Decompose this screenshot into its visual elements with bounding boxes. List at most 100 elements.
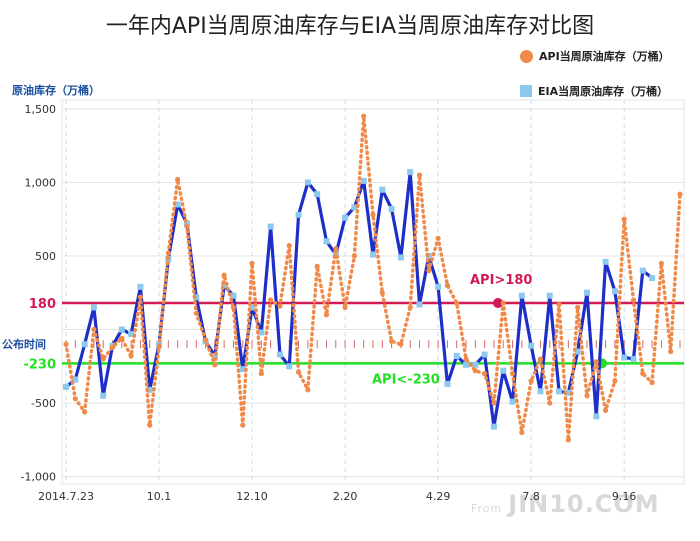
api-data-point: [156, 344, 162, 350]
eia-data-point: [295, 211, 302, 218]
api-data-point: [575, 304, 581, 311]
api-data-point: [137, 294, 144, 300]
api-data-point: [249, 260, 255, 266]
x-tick-label: 9.16: [612, 490, 637, 503]
watermark-prefix: From: [471, 502, 503, 515]
eia-data-point: [565, 389, 572, 396]
eia-data-point: [649, 275, 656, 282]
eia-data-point: [286, 363, 293, 370]
api-data-point: [547, 400, 553, 406]
api-data-point: [333, 245, 339, 252]
release-time-label: 公布时间: [2, 337, 46, 351]
api-data-point: [491, 400, 497, 406]
y-tick-label: -1,000: [21, 471, 56, 484]
eia-data-point: [211, 353, 218, 359]
api-data-point: [407, 304, 413, 311]
eia-data-point: [351, 204, 358, 211]
api-data-point: [454, 300, 460, 306]
api-data-point: [175, 176, 181, 183]
api-data-point: [370, 212, 376, 218]
legend-api[interactable]: API当周原油库存（万桶）: [520, 48, 670, 64]
api-data-point: [556, 301, 562, 308]
api-data-point: [426, 268, 432, 274]
api-data-point: [221, 272, 227, 278]
api-data-point: [193, 310, 199, 316]
y-tick-label: 1,000: [25, 176, 57, 189]
eia-data-point: [397, 254, 404, 261]
api-data-point: [230, 304, 237, 311]
api-data-point: [463, 356, 469, 362]
api-series-line: [64, 116, 682, 440]
api-data-point: [268, 297, 274, 303]
api-data-point: [677, 191, 683, 197]
api-data-point: [640, 371, 646, 377]
legend-eia-label: EIA当周原油库存（万桶）: [538, 85, 669, 98]
eia-data-point: [221, 282, 228, 289]
api-data-point: [528, 378, 534, 384]
api-data-point: [295, 369, 302, 375]
eia-data-point: [137, 283, 144, 290]
api-data-point: [361, 113, 367, 119]
api-data-point: [472, 368, 478, 374]
api-data-point: [612, 378, 618, 384]
api-data-point: [305, 387, 311, 393]
api-data-point: [258, 371, 264, 377]
legend-eia-marker-icon: [520, 85, 532, 97]
api-data-point: [416, 172, 423, 178]
api-data-point: [82, 409, 88, 415]
api-data-point: [165, 250, 171, 256]
eia-data-point: [500, 367, 507, 374]
eia-data-point: [435, 283, 442, 290]
watermark: From JIN10.COM: [471, 490, 660, 518]
api-data-point: [128, 353, 134, 359]
api-data-point: [398, 341, 404, 347]
eia-data-point: [593, 413, 600, 420]
api-data-point: [500, 300, 506, 306]
api-data-point: [444, 282, 451, 288]
api-data-point: [602, 407, 609, 414]
api-data-point: [435, 235, 441, 241]
api-data-point: [202, 337, 209, 343]
api-data-point: [212, 362, 218, 368]
api-data-point: [240, 422, 246, 428]
eia-data-point: [332, 251, 339, 258]
eia-data-point: [276, 351, 283, 358]
api-data-point: [314, 263, 320, 269]
eia-data-point: [611, 288, 618, 295]
eia-data-point: [379, 186, 386, 193]
eia-data-point: [472, 361, 479, 368]
eia-data-point: [258, 329, 265, 336]
api-data-point: [109, 344, 116, 350]
eia-data-point: [63, 383, 69, 390]
api-data-point: [147, 422, 153, 428]
y-tick-label: 1,500: [25, 103, 57, 116]
eia-data-point: [370, 251, 376, 258]
api-data-point: [286, 243, 292, 249]
eia-data-point: [490, 423, 497, 430]
eia-data-point: [100, 392, 107, 399]
eia-data-point: [574, 348, 581, 355]
api-data-point: [342, 304, 348, 311]
reference-annotation: API<-230: [372, 372, 440, 387]
x-tick-label: 12.10: [236, 490, 268, 503]
eia-data-point: [174, 201, 181, 208]
api-data-point: [630, 297, 637, 303]
api-data-point: [72, 396, 78, 402]
eia-data-point: [416, 301, 423, 308]
plot-area: [61, 99, 685, 485]
api-data-point: [621, 216, 627, 222]
eia-data-point: [528, 342, 535, 349]
x-tick-label: 4.29: [426, 490, 451, 503]
api-data-point: [537, 356, 544, 362]
api-data-point: [509, 371, 516, 377]
legend-eia[interactable]: EIA当周原油库存（万桶）: [520, 83, 668, 99]
x-tick-label: 2014.7.23: [38, 490, 94, 503]
watermark-brand: JIN10.COM: [508, 490, 660, 518]
eia-data-point: [360, 177, 367, 184]
eia-data-point: [230, 292, 237, 299]
api-data-point: [119, 335, 125, 341]
eia-data-point: [342, 214, 349, 221]
eia-data-point: [72, 376, 79, 383]
eia-data-point: [90, 304, 97, 311]
eia-data-point: [128, 330, 135, 337]
